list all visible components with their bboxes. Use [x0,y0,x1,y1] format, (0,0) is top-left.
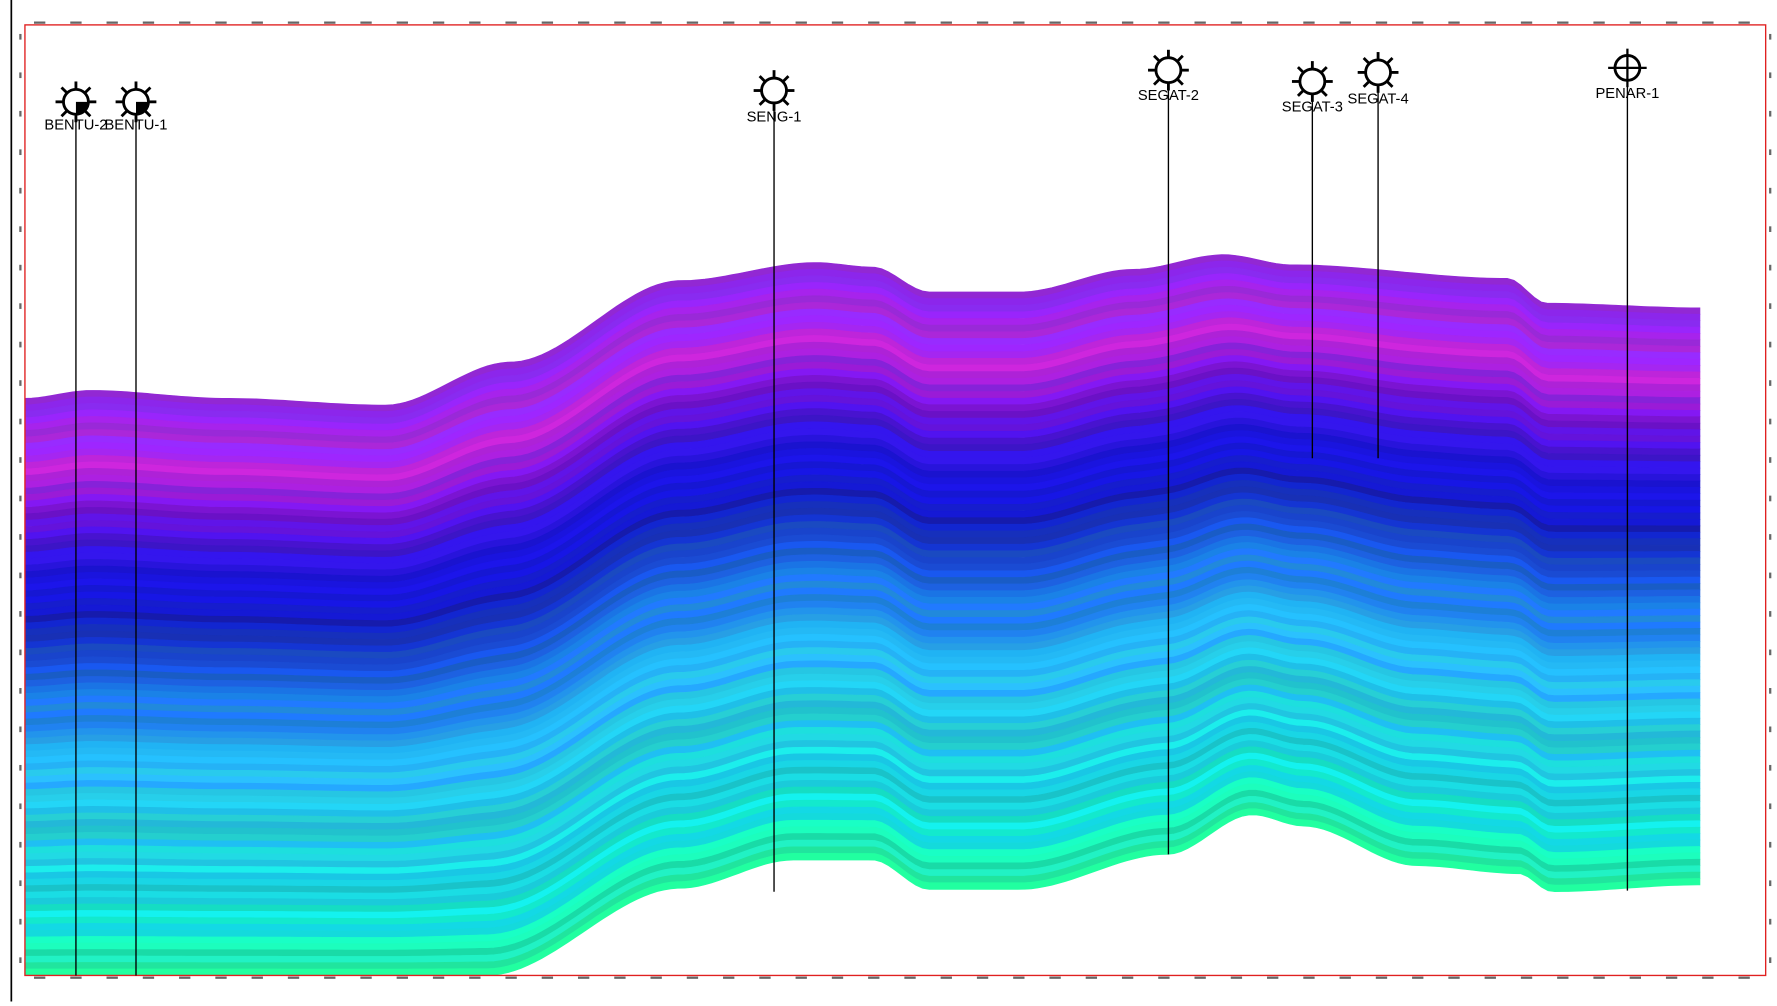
well: BENTU-1 [104,81,168,976]
well-symbol-ray [1296,89,1305,97]
well-symbol-ray [1152,54,1161,63]
well-symbol-fill [75,101,89,115]
well-symbol-ray [60,109,69,118]
well-symbol-ray [1385,80,1394,88]
well-label: SEGAT-3 [1282,99,1343,115]
frame [24,24,1767,977]
well-symbol-ray [120,109,129,118]
well: SEGAT-3 [1282,61,1343,459]
well-label: SENG-1 [747,110,802,126]
well-symbol-ray [143,86,152,95]
well-symbol-ray [143,109,152,118]
well-symbol-ray [1176,54,1184,63]
well-symbol-ray [1320,89,1328,97]
well-symbol [1154,56,1183,85]
well-symbol-ray [83,86,92,95]
well-symbol-ray [758,98,767,106]
well-symbol-ray [60,86,69,95]
well-symbol-ray [1296,66,1305,74]
well-symbol-ray [781,75,790,83]
seismic-body [24,254,1701,976]
frame-ticks [19,21,1772,979]
well-symbol-ray [1320,66,1328,74]
well-symbol-ray [120,86,129,95]
well-label: SEGAT-4 [1348,91,1409,107]
well: BENTU-2 [44,81,107,976]
well: SENG-1 [747,70,802,892]
layer-band [24,808,1701,976]
well-symbol [1364,58,1392,87]
well: SEGAT-2 [1138,49,1199,855]
well-symbol-ray [1152,77,1161,86]
well-symbol [1298,67,1327,96]
well-label: SEGAT-2 [1138,88,1199,104]
well: PENAR-1 [1595,48,1659,891]
well-symbol-ray [1362,57,1371,65]
well-symbol-ray [781,98,790,106]
well-symbol-ray [83,109,92,118]
well: SEGAT-4 [1348,52,1409,459]
well-symbol-fill [135,101,149,115]
well-label: BENTU-1 [104,118,167,134]
well-symbol [760,76,788,105]
well-label: BENTU-2 [44,118,107,134]
well-symbol-ray [758,75,767,83]
well-label: PENAR-1 [1595,86,1659,102]
well-symbol-ray [1176,77,1184,86]
well-symbol-ray [1362,80,1371,88]
well-symbol-ray [1385,57,1394,65]
